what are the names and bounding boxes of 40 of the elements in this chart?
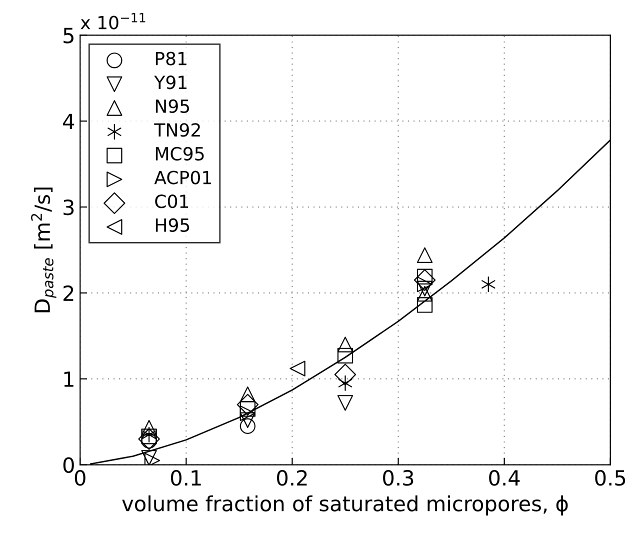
y-axis-title: D$_{paste}$ [m$^{2}$/s] — [31, 188, 56, 312]
y-tick-label: 4 — [63, 114, 74, 130]
point — [416, 247, 433, 263]
x-tick-label: 0.3 — [383, 470, 414, 486]
point — [416, 297, 433, 313]
legend-label: ACP01 — [154, 170, 211, 184]
point — [337, 336, 354, 352]
point — [141, 450, 157, 465]
point — [236, 394, 259, 416]
point — [414, 269, 436, 291]
legend-label: P81 — [156, 52, 186, 66]
point — [337, 395, 354, 411]
legend-label: H95 — [156, 218, 190, 232]
point — [416, 286, 433, 302]
point — [337, 348, 354, 364]
x-tick-label: 0.2 — [277, 470, 307, 486]
x-tick-label: 0.5 — [595, 470, 626, 486]
text: x 10$^{−11}$ — [80, 13, 146, 30]
legend-label: N95 — [156, 99, 190, 113]
y-tick-label: 1 — [64, 372, 74, 387]
point — [141, 420, 157, 436]
point — [334, 364, 356, 386]
y-tick-label: 5 — [64, 28, 74, 44]
point — [138, 428, 160, 450]
y-tick-label: 2 — [64, 285, 74, 301]
y-tick-label: 0 — [63, 457, 74, 473]
point — [240, 412, 256, 428]
x-tick-label: 0 — [74, 470, 86, 486]
point — [240, 405, 256, 422]
legend-label: C01 — [155, 194, 188, 208]
point — [482, 276, 496, 292]
y-tick-label: 3 — [64, 199, 74, 216]
legend-label: TN92 — [154, 123, 200, 137]
legend-label: MC95 — [156, 146, 204, 161]
x-axis-title: volume fraction of saturated micropores, ϕ — [122, 495, 568, 516]
legend-label: Y91 — [154, 76, 186, 90]
x-tick-label: 0.4 — [489, 470, 520, 486]
point — [240, 386, 256, 402]
x-tick-label: 0.1 — [170, 470, 201, 486]
point — [290, 360, 306, 376]
